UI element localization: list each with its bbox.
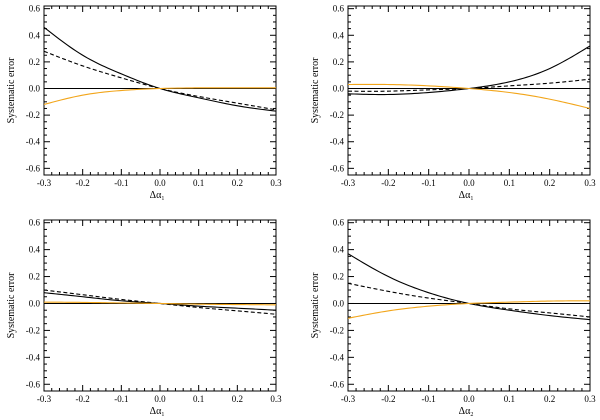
x-tick-label: 0.0 [463,178,475,188]
x-tick-label: 0.1 [504,178,515,188]
x-axis-label-subscript: 1 [470,196,473,202]
x-tick-label: -0.2 [381,178,395,188]
y-tick-label: 0.4 [29,245,41,255]
y-tick-label: 0.4 [333,30,345,40]
y-axis-label: Systematic error [310,272,321,338]
x-tick-label: 0.2 [544,178,555,188]
y-tick-label: 0.2 [29,272,40,282]
x-axis-label: Δα2 [459,406,474,418]
plot-frame [347,219,591,392]
x-tick-label: -0.1 [114,178,128,188]
x-tick-label: -0.2 [381,394,395,404]
y-axis-label: Systematic error [6,272,17,338]
x-tick-label: -0.2 [76,178,90,188]
series-line-black-solid [348,253,590,321]
x-axis-label-subscript: 2 [470,412,473,418]
y-tick-label: -0.4 [26,137,41,147]
y-tick-label: 0.6 [29,218,41,228]
panel-top-right: -0.3 -0.2 -0.1 0.0 0.1 0.2 0.3 -0.6 -0.4 -0.2 0.0 0… [310,4,596,202]
y-tick-label: -0.6 [330,163,345,173]
y-tick-label: 0.0 [333,84,345,94]
x-axis-label: Δα1 [459,190,474,202]
x-tick-label: 0.0 [463,394,475,404]
x-tick-label: 0.2 [544,394,555,404]
x-tick-label: 0.1 [193,394,204,404]
x-tick-label: -0.1 [114,394,128,404]
y-tick-label: -0.2 [330,110,344,120]
y-tick-label: 0.0 [29,84,41,94]
y-tick-label: -0.6 [330,379,345,389]
x-tick-label: -0.3 [341,394,356,404]
series-line-black-solid [44,26,276,112]
x-tick-label: 0.3 [584,178,596,188]
x-axis-label: Δα1 [150,190,165,202]
x-tick-label: 0.0 [154,394,166,404]
plot-frame [43,219,277,392]
x-axis-label-subscript: 1 [161,196,164,202]
panel-bottom-right: -0.3 -0.2 -0.1 0.0 0.1 0.2 0.3 -0.6 -0.4 -0.2 0.0 0… [310,218,596,418]
x-tick-label: -0.1 [422,178,436,188]
y-tick-label: -0.4 [330,137,345,147]
plot-frame [347,5,591,176]
y-tick-label: 0.6 [333,4,345,14]
x-tick-label: 0.3 [270,394,282,404]
y-axis-label: Systematic error [310,57,321,123]
y-tick-label: 0.4 [29,30,41,40]
x-tick-label: 0.3 [270,178,282,188]
x-tick-label: 0.2 [232,178,243,188]
x-tick-label: 0.2 [232,394,243,404]
y-tick-label: 0.0 [333,298,345,308]
y-tick-label: -0.2 [26,110,40,120]
x-tick-label: -0.3 [37,178,52,188]
x-tick-label: -0.1 [422,394,436,404]
y-tick-label: 0.6 [333,218,345,228]
y-tick-label: 0.2 [333,57,344,67]
x-tick-label: 0.1 [504,394,515,404]
series-line-black-dashed [348,78,590,92]
series-line-black-dashed [348,282,590,318]
y-axis-label: Systematic error [6,57,17,123]
x-axis-label-subscript: 1 [161,412,164,418]
x-tick-label: -0.2 [76,394,90,404]
x-tick-label: 0.3 [584,394,596,404]
panel-bottom-left: -0.3 -0.2 -0.1 0.0 0.1 0.2 0.3 -0.6 -0.4 -0.2 0.0 0… [6,218,282,418]
series-line-black-solid [348,45,590,96]
y-tick-label: 0.0 [29,298,41,308]
y-tick-label: 0.2 [333,272,344,282]
panel-top-left: -0.3 -0.2 -0.1 0.0 0.1 0.2 0.3 -0.6 -0.4 -0.2 0.0 0… [6,4,282,202]
y-tick-label: -0.4 [26,352,41,362]
y-tick-label: -0.2 [330,325,344,335]
x-tick-label: -0.3 [341,178,356,188]
series-line-orange-solid [44,301,276,306]
x-axis-label: Δα1 [150,406,165,418]
y-tick-label: 0.2 [29,57,40,67]
series-line-orange-solid [348,300,590,319]
y-tick-label: -0.4 [330,352,345,362]
x-tick-label: 0.0 [154,178,166,188]
series-line-orange-solid [348,83,590,109]
x-tick-label: -0.3 [37,394,52,404]
series-line-black-dashed [44,50,276,111]
x-tick-label: 0.1 [193,178,204,188]
y-tick-label: 0.6 [29,4,41,14]
series-line-black-solid [44,292,276,311]
y-tick-label: 0.4 [333,245,345,255]
series-line-orange-solid [44,87,276,106]
y-tick-label: -0.2 [26,325,40,335]
y-tick-label: -0.6 [26,379,41,389]
plot-frame [43,5,277,176]
y-tick-label: -0.6 [26,163,41,173]
